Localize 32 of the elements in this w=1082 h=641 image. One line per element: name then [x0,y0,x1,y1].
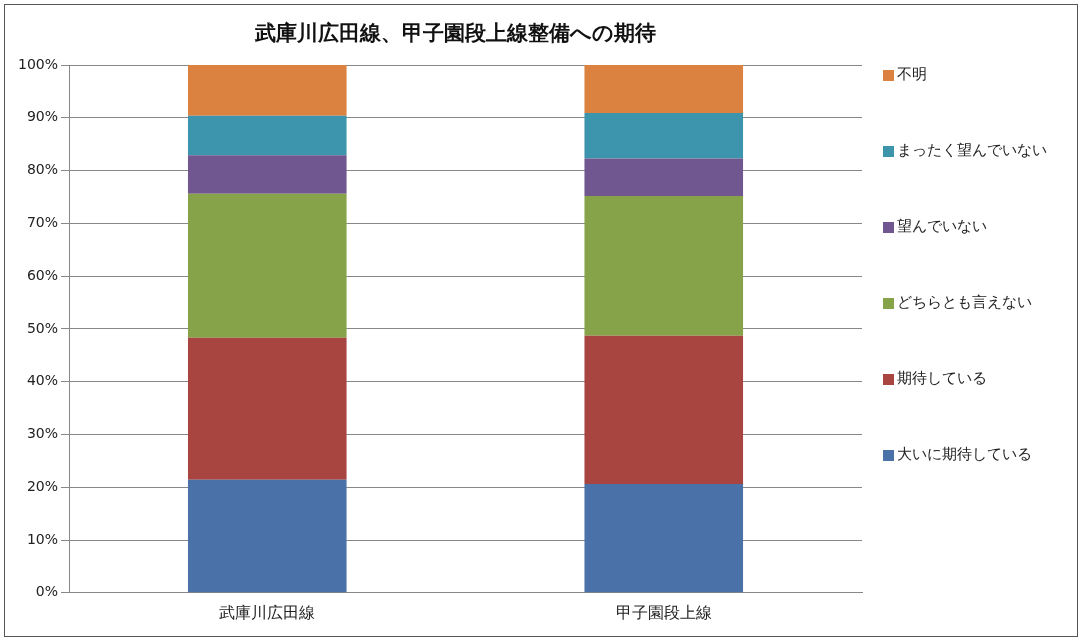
y-tick-label: 70% [26,213,59,230]
legend-label: 大いに期待している [897,445,1032,464]
y-tick-label: 0% [35,583,59,600]
bar [187,65,347,116]
bar [187,337,347,480]
legend-label: 期待している [897,369,987,388]
y-tick-label: 20% [26,477,59,494]
x-tick-label: 武庫川広田線 [219,602,316,622]
y-tick-label: 50% [26,319,59,336]
y-tick-label: 10% [26,530,59,547]
bar [584,484,744,593]
y-tick-label: 60% [26,266,59,283]
bar [187,155,347,194]
legend-label: 不明 [897,65,927,84]
y-tick-label: 90% [26,108,59,125]
bar [584,65,744,114]
bar [187,193,347,338]
y-tick-label: 80% [26,161,59,178]
bar [584,158,744,196]
chart-title: 武庫川広田線、甲子園段上線整備への期待 [253,20,657,47]
bar [584,335,744,485]
legend-label: まったく望んでいない [897,141,1047,160]
bar [187,479,347,593]
bar [584,113,744,159]
y-tick-label: 100% [17,55,59,72]
y-tick-label: 30% [26,425,59,442]
bar [584,195,744,336]
y-tick-label: 40% [26,372,59,389]
x-tick-label: 甲子園段上線 [615,602,712,622]
bar [187,115,347,156]
legend-label: 望んでいない [897,217,987,236]
legend-label: どちらとも言えない [897,293,1032,312]
